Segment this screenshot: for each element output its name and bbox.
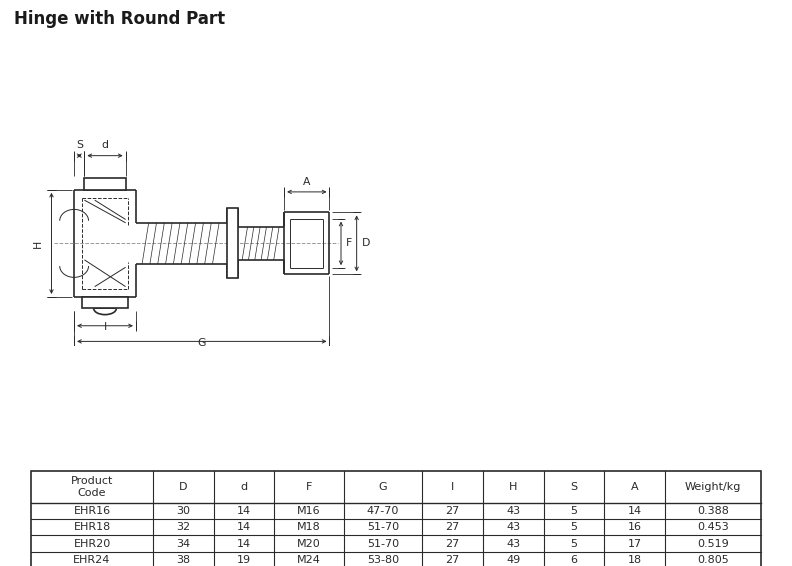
Text: 43: 43: [506, 522, 520, 532]
Text: 43: 43: [506, 506, 520, 516]
Text: 27: 27: [445, 539, 459, 548]
Text: 14: 14: [237, 506, 251, 516]
Text: Product
Code: Product Code: [70, 475, 113, 498]
Text: 30: 30: [176, 506, 190, 516]
Text: 14: 14: [628, 506, 642, 516]
Text: 27: 27: [445, 522, 459, 532]
Text: 49: 49: [506, 555, 520, 565]
Bar: [85, 178, 126, 190]
Text: 5: 5: [570, 506, 577, 516]
Text: 51-70: 51-70: [367, 539, 399, 548]
Text: 19: 19: [237, 555, 251, 565]
Text: H: H: [509, 482, 517, 492]
Text: 27: 27: [445, 555, 459, 565]
Text: 6: 6: [570, 555, 577, 565]
Text: EHR16: EHR16: [74, 506, 111, 516]
Text: D: D: [362, 238, 371, 248]
Text: 0.388: 0.388: [697, 506, 729, 516]
Text: Hinge with Round Part: Hinge with Round Part: [14, 10, 226, 28]
Text: A: A: [303, 177, 310, 187]
Text: M18: M18: [297, 522, 321, 532]
Text: M24: M24: [297, 555, 321, 565]
Text: G: G: [379, 482, 387, 492]
Text: EHR20: EHR20: [74, 539, 111, 548]
Text: 14: 14: [237, 539, 251, 548]
Text: EHR18: EHR18: [74, 522, 111, 532]
Text: M20: M20: [297, 539, 321, 548]
Text: 5: 5: [570, 539, 577, 548]
Text: 51-70: 51-70: [367, 522, 399, 532]
Text: 0.453: 0.453: [697, 522, 729, 532]
Text: S: S: [570, 482, 577, 492]
Text: I: I: [104, 323, 107, 332]
Text: A: A: [631, 482, 638, 492]
Text: 34: 34: [176, 539, 190, 548]
Text: EHR24: EHR24: [74, 555, 111, 565]
Text: d: d: [241, 482, 248, 492]
Text: 16: 16: [628, 522, 642, 532]
Text: 53-80: 53-80: [367, 555, 399, 565]
Text: 32: 32: [176, 522, 190, 532]
Text: 38: 38: [176, 555, 190, 565]
Bar: [227, 208, 238, 278]
Text: d: d: [101, 140, 109, 151]
Text: D: D: [179, 482, 188, 492]
Text: F: F: [346, 238, 352, 248]
Text: M16: M16: [297, 506, 321, 516]
Bar: [82, 297, 128, 308]
Text: 43: 43: [506, 539, 520, 548]
Text: 0.805: 0.805: [697, 555, 729, 565]
Text: Weight/kg: Weight/kg: [685, 482, 741, 492]
Text: I: I: [451, 482, 454, 492]
Text: 27: 27: [445, 506, 459, 516]
Text: 17: 17: [628, 539, 642, 548]
Text: 14: 14: [237, 522, 251, 532]
Text: 0.519: 0.519: [697, 539, 729, 548]
Text: 18: 18: [628, 555, 642, 565]
Text: 47-70: 47-70: [367, 506, 399, 516]
Text: G: G: [198, 338, 206, 348]
Text: S: S: [76, 140, 83, 151]
Text: 5: 5: [570, 522, 577, 532]
Text: F: F: [306, 482, 312, 492]
Text: H: H: [32, 239, 43, 247]
